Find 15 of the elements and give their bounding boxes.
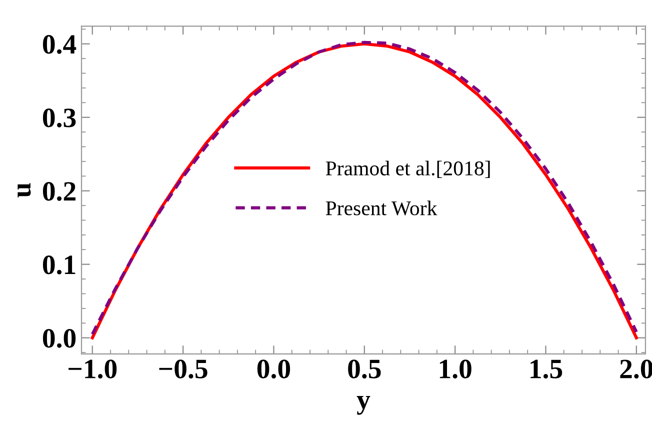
x-axis-title: y <box>356 396 370 415</box>
legend-label: Present Work <box>326 200 438 216</box>
x-tick-label: 1.0 <box>440 360 472 378</box>
y-tick-label: 0.1 <box>42 255 76 274</box>
y-tick-label: 0.0 <box>42 328 76 348</box>
x-tick-label: −0.5 <box>159 360 208 378</box>
x-tick-label: 1.5 <box>530 360 562 378</box>
y-tick-label: 0.3 <box>42 108 76 128</box>
x-tick-label: 0.0 <box>257 360 290 378</box>
y-axis-title: u <box>18 183 31 198</box>
legend-label: Pramod et al.[2018] <box>326 160 490 178</box>
y-tick-label: 0.4 <box>42 35 76 54</box>
x-tick-label: −1.0 <box>68 360 117 378</box>
x-tick-label: 0.5 <box>348 360 381 378</box>
y-tick-label: 0.2 <box>42 182 76 201</box>
